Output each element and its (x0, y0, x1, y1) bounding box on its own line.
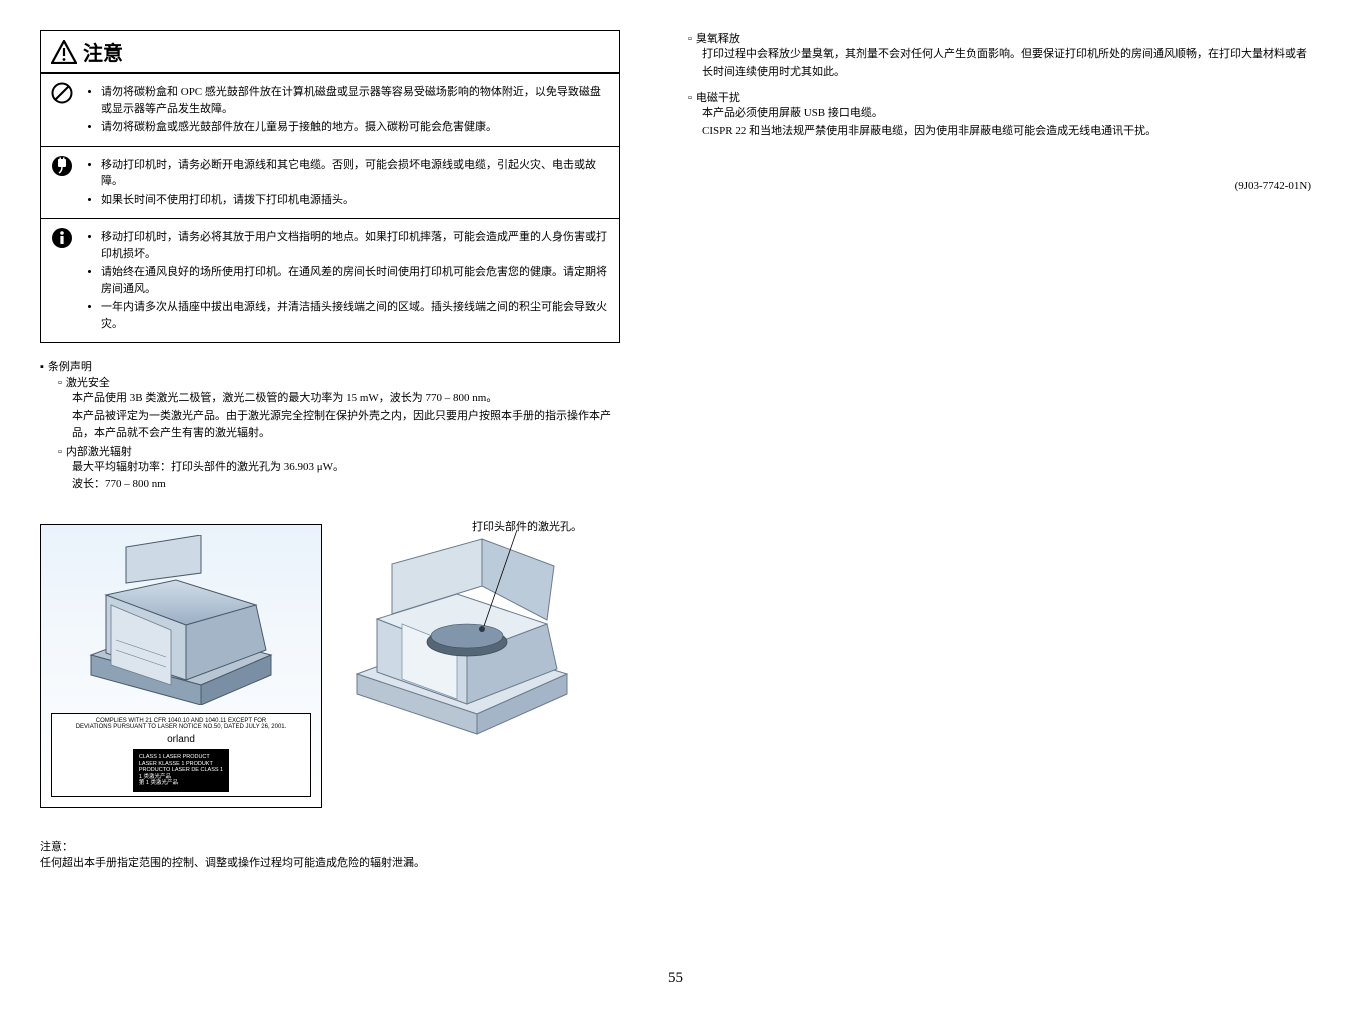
warning-triangle-icon (51, 40, 77, 64)
internal-radiation-body: 最大平均辐射功率：打印头部件的激光孔为 36.903 μW。 (72, 459, 620, 477)
emi-body: 本产品必须使用屏蔽 USB 接口电缆。 (702, 105, 1311, 123)
badge-line: 第 1 类激光产品 (139, 780, 223, 787)
compliance-brand: orland (58, 734, 304, 745)
caution-header: 注意 (41, 31, 619, 73)
caution-text: 请勿将碳粉盒和 OPC 感光鼓部件放在计算机磁盘或显示器等容易受磁场影响的物体附… (79, 82, 609, 138)
caution-box: 注意 请勿将碳粉盒和 OPC 感光鼓部件放在计算机磁盘或显示器等容易受磁场影响的… (40, 30, 620, 343)
bottom-note: 注意： 任何超出本手册指定范围的控制、调整或操作过程均可能造成危险的辐射泄漏。 (40, 838, 620, 870)
laser-safety-head: 激光安全 (58, 377, 110, 389)
ozone-body: 打印过程中会释放少量臭氧，其剂量不会对任何人产生负面影响。但要保证打印机所处的房… (702, 46, 1311, 81)
page-number: 55 (40, 970, 1311, 987)
ozone-head: 臭氧释放 (688, 33, 740, 45)
document-number: (9J03-7742-01N) (670, 180, 1311, 192)
caution-item: 请始终在通风良好的场所使用打印机。在通风差的房间长时间使用打印机可能会危害您的健… (101, 264, 609, 297)
internal-radiation-body: 波长：770 – 800 nm (72, 476, 620, 494)
laser-safety-body: 本产品使用 3B 类激光二极管，激光二极管的最大功率为 15 mW，波长为 77… (72, 390, 620, 408)
caution-row: 移动打印机时，请务必将其放于用户文档指明的地点。如果打印机摔落，可能会造成严重的… (41, 218, 619, 342)
aperture-label: 打印头部件的激光孔。 (472, 518, 582, 534)
caution-item: 移动打印机时，请务必断开电源线和其它电缆。否则，可能会损坏电源线或电缆，引起火灾… (101, 157, 609, 190)
statement-head: 条例声明 (40, 361, 92, 373)
laser-safety-body: 本产品被评定为一类激光产品。由于激光源完全控制在保护外壳之内，因此只要用户按照本… (72, 408, 620, 443)
internal-radiation-head: 内部激光辐射 (58, 446, 132, 458)
note-body: 任何超出本手册指定范围的控制、调整或操作过程均可能造成危险的辐射泄漏。 (40, 854, 620, 870)
caution-row: 移动打印机时，请务必断开电源线和其它电缆。否则，可能会损坏电源线或电缆，引起火灾… (41, 146, 619, 219)
caution-item: 如果长时间不使用打印机，请拨下打印机电源插头。 (101, 192, 609, 209)
caution-row: 请勿将碳粉盒和 OPC 感光鼓部件放在计算机磁盘或显示器等容易受磁场影响的物体附… (41, 73, 619, 146)
emi-head: 电磁干扰 (688, 92, 740, 104)
unplug-icon (51, 155, 79, 211)
printer-figure-area: COMPLIES WITH 21 CFR 1040.10 AND 1040.11… (40, 524, 620, 808)
note-head: 注意： (40, 838, 620, 854)
caution-item: 移动打印机时，请务必将其放于用户文档指明的地点。如果打印机摔落，可能会造成严重的… (101, 229, 609, 262)
info-icon (51, 227, 79, 334)
printer-open-icon (342, 524, 582, 744)
caution-item: 请勿将碳粉盒或感光鼓部件放在儿童易于接触的地方。摄入碳粉可能会危害健康。 (101, 119, 609, 136)
caution-item: 请勿将碳粉盒和 OPC 感光鼓部件放在计算机磁盘或显示器等容易受磁场影响的物体附… (101, 84, 609, 117)
caution-item: 一年内请多次从插座中拔出电源线，并清洁插头接线端之间的区域。插头接线端之间的积尘… (101, 299, 609, 332)
compliance-label: COMPLIES WITH 21 CFR 1040.10 AND 1040.11… (51, 713, 311, 797)
caution-title: 注意 (83, 37, 123, 66)
badge-line: LASER KLASSE 1 PRODUKT (139, 761, 223, 768)
caution-text: 移动打印机时，请务必断开电源线和其它电缆。否则，可能会损坏电源线或电缆，引起火灾… (79, 155, 609, 211)
prohibit-icon (51, 82, 79, 138)
printer-closed-icon (71, 535, 291, 705)
compliance-line: DEVIATIONS PURSUANT TO LASER NOTICE NO.5… (58, 724, 304, 730)
badge-line: PRODUCTO LASER DE CLASS 1 (139, 767, 223, 774)
badge-line: CLASS 1 LASER PRODUCT (139, 754, 223, 761)
caution-text: 移动打印机时，请务必将其放于用户文档指明的地点。如果打印机摔落，可能会造成严重的… (79, 227, 609, 334)
emi-body: CISPR 22 和当地法规严禁使用非屏蔽电缆，因为使用非屏蔽电缆可能会造成无线… (702, 123, 1311, 141)
printer-illustration-box: COMPLIES WITH 21 CFR 1040.10 AND 1040.11… (40, 524, 322, 808)
laser-class-badge: CLASS 1 LASER PRODUCT LASER KLASSE 1 PRO… (133, 749, 229, 792)
